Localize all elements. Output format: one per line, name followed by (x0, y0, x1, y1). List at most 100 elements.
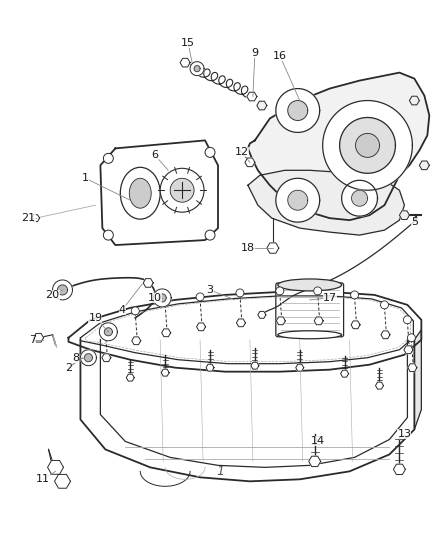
Text: 17: 17 (322, 293, 337, 303)
Polygon shape (404, 346, 413, 353)
Polygon shape (99, 323, 117, 341)
Ellipse shape (278, 279, 342, 291)
Polygon shape (276, 317, 285, 325)
Text: 4: 4 (119, 305, 126, 315)
Polygon shape (309, 456, 321, 466)
Polygon shape (419, 161, 429, 169)
Polygon shape (247, 92, 257, 101)
Polygon shape (341, 370, 349, 377)
Circle shape (160, 168, 204, 212)
Text: 9: 9 (251, 47, 258, 58)
Circle shape (314, 287, 321, 295)
Polygon shape (81, 296, 413, 364)
Polygon shape (153, 289, 171, 307)
Text: 14: 14 (311, 437, 325, 447)
Polygon shape (102, 354, 111, 361)
Polygon shape (81, 350, 96, 366)
Ellipse shape (129, 178, 151, 208)
Text: 16: 16 (273, 51, 287, 61)
Polygon shape (237, 319, 245, 327)
Circle shape (196, 293, 204, 301)
Text: 3: 3 (207, 285, 214, 295)
Text: 1: 1 (216, 465, 224, 478)
Text: 20: 20 (46, 290, 60, 300)
Polygon shape (288, 101, 308, 120)
Polygon shape (267, 243, 279, 253)
Polygon shape (100, 140, 218, 245)
Polygon shape (85, 354, 92, 362)
Text: 13: 13 (397, 430, 411, 440)
Polygon shape (57, 285, 67, 295)
Polygon shape (296, 364, 304, 371)
Text: 2: 2 (65, 362, 72, 373)
Circle shape (103, 154, 113, 163)
Circle shape (403, 316, 411, 324)
Polygon shape (375, 382, 384, 389)
Text: 8: 8 (72, 353, 79, 363)
Polygon shape (314, 317, 323, 325)
Polygon shape (245, 158, 255, 167)
Polygon shape (257, 101, 267, 110)
Polygon shape (206, 364, 214, 371)
Polygon shape (276, 178, 320, 222)
Text: 19: 19 (88, 313, 102, 323)
FancyBboxPatch shape (276, 283, 343, 337)
Polygon shape (352, 190, 367, 206)
Circle shape (381, 301, 389, 309)
Polygon shape (351, 321, 360, 329)
Polygon shape (161, 369, 169, 376)
Polygon shape (323, 101, 413, 190)
Polygon shape (32, 215, 39, 222)
Circle shape (407, 334, 415, 342)
Polygon shape (276, 88, 320, 132)
Polygon shape (162, 329, 171, 337)
Text: 6: 6 (152, 150, 159, 160)
Circle shape (236, 289, 244, 297)
Circle shape (205, 148, 215, 157)
Polygon shape (288, 190, 308, 210)
Text: 21: 21 (21, 213, 35, 223)
Polygon shape (126, 374, 134, 381)
Text: 1: 1 (82, 173, 89, 183)
Polygon shape (53, 280, 72, 300)
Circle shape (131, 307, 139, 315)
Polygon shape (143, 279, 153, 287)
Circle shape (103, 230, 113, 240)
Polygon shape (342, 180, 378, 216)
Ellipse shape (278, 331, 342, 339)
Text: 7: 7 (29, 335, 36, 345)
Polygon shape (104, 328, 112, 336)
Polygon shape (356, 133, 379, 157)
Polygon shape (180, 58, 190, 67)
Circle shape (161, 299, 169, 307)
Polygon shape (34, 334, 43, 342)
Text: 5: 5 (411, 217, 418, 227)
Polygon shape (54, 474, 71, 488)
Ellipse shape (120, 167, 160, 219)
Text: 11: 11 (35, 474, 49, 484)
Polygon shape (410, 96, 419, 105)
Circle shape (170, 178, 194, 202)
Polygon shape (248, 72, 429, 220)
Polygon shape (248, 171, 404, 235)
Polygon shape (393, 464, 406, 474)
Polygon shape (399, 211, 410, 220)
Polygon shape (158, 294, 166, 302)
Polygon shape (197, 323, 205, 330)
Text: 18: 18 (241, 243, 255, 253)
Polygon shape (190, 62, 204, 76)
Polygon shape (258, 311, 266, 318)
Polygon shape (414, 330, 421, 430)
Polygon shape (68, 292, 421, 372)
Circle shape (350, 291, 359, 299)
Polygon shape (48, 461, 64, 474)
Polygon shape (194, 66, 200, 71)
Polygon shape (81, 340, 414, 481)
Circle shape (276, 287, 284, 295)
Text: 12: 12 (235, 147, 249, 157)
Polygon shape (132, 337, 141, 345)
Text: 10: 10 (148, 293, 162, 303)
Circle shape (101, 324, 110, 332)
Text: 15: 15 (181, 38, 195, 48)
Circle shape (205, 230, 215, 240)
